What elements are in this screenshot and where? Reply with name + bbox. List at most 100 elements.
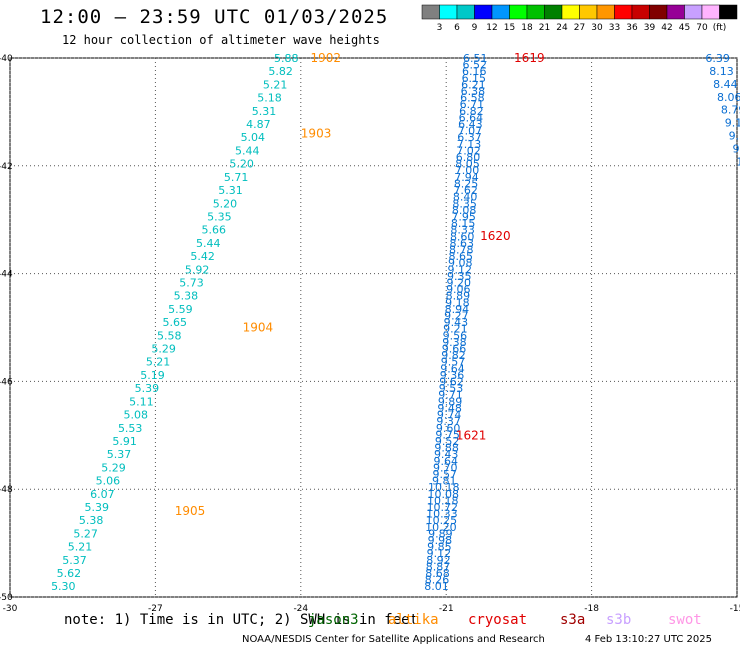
- data-point-label: 9.89: [438, 395, 463, 408]
- credit-line: NOAA/NESDIS Center for Satellite Applica…: [242, 634, 545, 645]
- data-point-label: 6.16: [462, 65, 487, 78]
- data-point-label: 5.59: [168, 303, 193, 316]
- data-point-label: 9.43: [444, 316, 469, 329]
- track-label: 1619: [514, 51, 545, 65]
- mission-legend-item: cryosat: [468, 612, 528, 628]
- data-point-label: 9.16: [725, 117, 740, 130]
- data-point-label: 6.21: [461, 78, 486, 91]
- data-point-label: 9.60: [436, 422, 461, 435]
- data-point-label: 5.35: [207, 210, 232, 223]
- data-point-label: 9.18: [445, 296, 470, 309]
- data-point-label: 9.75: [435, 428, 460, 441]
- data-point-label: 5.30: [51, 580, 76, 593]
- data-point-label: 5.21: [68, 541, 93, 554]
- colorbar-tick-label: 21: [539, 23, 550, 33]
- track-label: 1621: [456, 428, 487, 442]
- colorbar-tick-label: 12: [486, 23, 497, 33]
- page-subtitle: 12 hour collection of altimeter wave hei…: [62, 33, 380, 47]
- data-point-label: 8.78: [449, 243, 474, 256]
- data-point-label: 5.21: [146, 356, 171, 369]
- data-point-label: 11.0: [736, 155, 740, 168]
- data-point-label: 9.81: [432, 475, 457, 488]
- data-point-label: 6.64: [459, 111, 484, 124]
- data-point-label: 9.62: [439, 376, 464, 389]
- data-point-label: 6.80: [456, 151, 481, 164]
- data-point-label: 10.18: [428, 481, 460, 494]
- data-point-label: 5.38: [79, 514, 104, 527]
- data-point-label: 6.52: [463, 59, 488, 72]
- data-point-label: 8.26: [425, 574, 450, 587]
- mission-legend-item: s3b: [606, 612, 632, 628]
- data-point-label: 9.71: [438, 389, 463, 402]
- colorbar-tick-label: 9: [472, 23, 478, 33]
- data-point-label: 8.15: [451, 217, 476, 230]
- colorbar-tick-label: 15: [504, 23, 515, 33]
- data-point-label: 8.13: [709, 65, 734, 78]
- data-point-label: 5.53: [118, 422, 143, 435]
- mission-legend-item: jason3: [308, 612, 359, 628]
- data-point-label: 7.13: [457, 138, 482, 151]
- data-point-label: 5.08: [124, 409, 149, 422]
- data-point-label: 5.73: [179, 276, 204, 289]
- y-tick-label: -40: [0, 54, 13, 64]
- data-point-label: 9.36: [440, 369, 465, 382]
- data-point-label: 9.35: [447, 270, 472, 283]
- data-point-label: 6.51: [463, 52, 488, 65]
- data-point-label: 6.39: [705, 52, 730, 65]
- data-point-label: 5.31: [252, 105, 277, 118]
- colorbar-tick-label: 33: [609, 23, 620, 33]
- data-point-label: 6.43: [458, 118, 483, 131]
- data-point-label: 5.62: [57, 567, 82, 580]
- x-tick-label: -24: [293, 604, 308, 614]
- data-point-label: 9.82: [441, 349, 466, 362]
- data-point-label: 5.88: [274, 52, 299, 65]
- data-point-label: 8.08: [452, 204, 477, 217]
- data-point-label: 4.87: [246, 118, 271, 131]
- data-point-label: 8.25: [454, 177, 479, 190]
- data-point-label: 9.37: [436, 415, 461, 428]
- timestamp: 4 Feb 13:10:27 UTC 2025: [585, 634, 712, 645]
- footnote: note: 1) Time is in UTC; 2) SWH is in fe…: [64, 612, 419, 628]
- x-tick-label: -18: [584, 604, 599, 614]
- data-point-label: 8.05: [455, 158, 480, 171]
- x-tick-label: -30: [3, 604, 18, 614]
- data-point-label: 9.53: [439, 382, 464, 395]
- data-point-label: 8.01: [424, 580, 449, 593]
- mission-legend: jason3 altika cryosat s3a s3b swot: [0, 612, 740, 632]
- track-label: 1905: [175, 504, 206, 518]
- data-point-label: 5.82: [268, 65, 293, 78]
- data-point-label: 5.06: [96, 475, 121, 488]
- colorbar-tick-label: (ft): [713, 23, 727, 33]
- data-point-label: 9.64: [440, 362, 465, 375]
- y-tick-label: -46: [0, 377, 13, 387]
- colorbar-tick-label: 24: [556, 23, 568, 33]
- data-point-label: 9.66: [442, 343, 467, 356]
- data-point-label: 5.37: [62, 554, 87, 567]
- data-point-label: 7.02: [456, 144, 481, 157]
- colorbar-tick-label: 42: [661, 23, 672, 33]
- data-point-label: 9.57: [432, 468, 457, 481]
- data-point-label: 5.66: [202, 224, 227, 237]
- data-point-label: 9.38: [442, 336, 467, 349]
- colorbar-tick-label: 36: [626, 23, 638, 33]
- data-point-label: 5.18: [257, 92, 282, 105]
- x-tick-label: -15: [730, 604, 740, 614]
- colorbar-tick-label: 30: [591, 23, 603, 33]
- colorbar-tick-label: 39: [644, 23, 656, 33]
- data-point-label: 9.52: [435, 435, 460, 448]
- colorbar-tick-label: 45: [679, 23, 690, 33]
- data-point-label: 5.42: [190, 250, 215, 263]
- data-point-label: 9.88: [434, 442, 459, 455]
- plot-frame: [9, 57, 738, 598]
- data-point-label: 8.89: [446, 290, 471, 303]
- data-point-label: 9.76: [733, 143, 740, 156]
- data-point-label: 9.08: [448, 257, 473, 270]
- data-point-label: 5.38: [174, 290, 199, 303]
- data-point-label: 8.06: [717, 91, 740, 104]
- data-point-label: 9.21: [443, 323, 468, 336]
- data-point-label: 5.65: [163, 316, 188, 329]
- data-point-label: 8.92: [426, 554, 451, 567]
- data-point-label: 7.00: [455, 164, 480, 177]
- data-point-label: 6.37: [457, 131, 482, 144]
